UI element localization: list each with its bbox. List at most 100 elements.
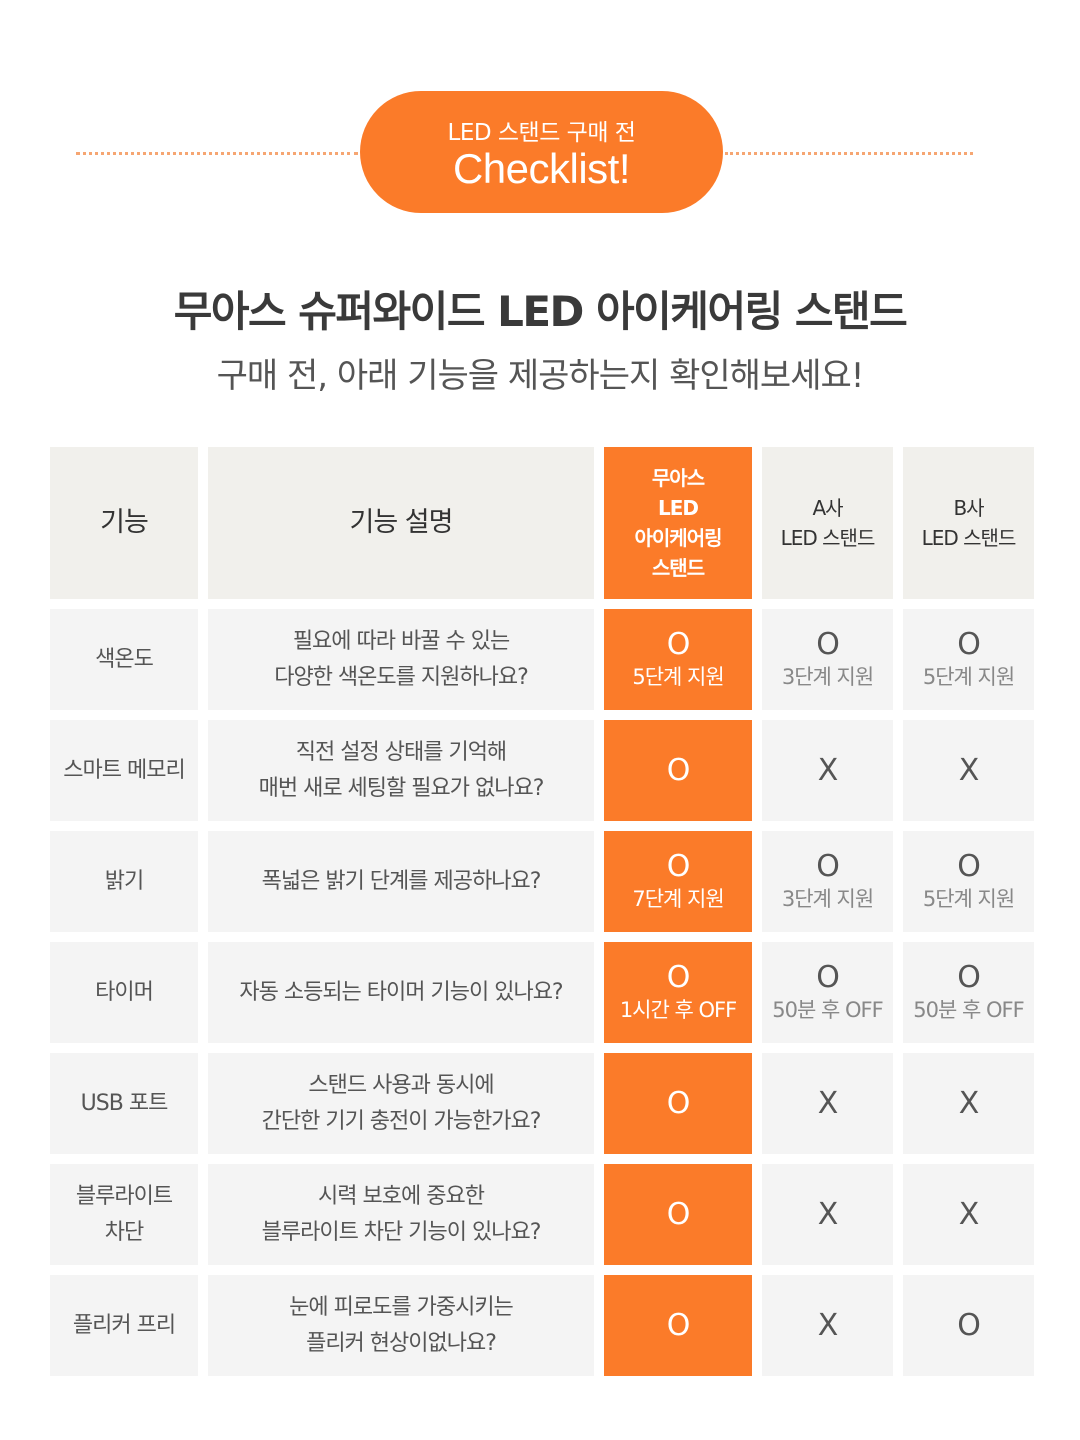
header-muas: 무아스 LED 아이케어링 스탠드: [604, 447, 752, 599]
brand-a-cell: O 3단계 지원: [762, 609, 893, 710]
description-line: 플리커 현상이없나요?: [306, 1330, 497, 1356]
feature-label: 블루라이트: [75, 1183, 173, 1209]
muas-cell: O: [604, 1164, 752, 1265]
description-line: 시력 보호에 중요한: [318, 1183, 485, 1209]
support-mark: O: [957, 626, 981, 662]
header-brand-b: B사 LED 스탠드: [903, 447, 1034, 599]
muas-cell: O 1시간 후 OFF: [604, 942, 752, 1043]
muas-cell: O 5단계 지원: [604, 609, 752, 710]
support-note: 7단계 지원: [632, 886, 724, 911]
description-line: 직전 설정 상태를 기억해: [295, 739, 507, 765]
description-line: 눈에 피로도를 가중시키는: [289, 1294, 514, 1320]
feature-label: 플리커 프리: [72, 1312, 176, 1338]
header-description-label: 기능 설명: [349, 507, 454, 538]
feature-cell: 스마트 메모리: [50, 720, 198, 821]
feature-label: 타이머: [95, 979, 154, 1005]
support-mark: X: [817, 1307, 839, 1343]
dotted-divider-left: [76, 152, 358, 155]
header-brand-a-line: LED 스탠드: [780, 526, 876, 550]
page-subtitle: 구매 전, 아래 기능을 제공하는지 확인해보세요!: [216, 356, 865, 396]
header-brand-b-line: B사: [953, 496, 984, 520]
feature-label: 색온도: [95, 646, 154, 672]
header-brand-b-line: LED 스탠드: [921, 526, 1017, 550]
support-note: 5단계 지원: [922, 664, 1015, 689]
brand-b-cell: X: [903, 1053, 1034, 1154]
feature-cell: 타이머: [50, 942, 198, 1043]
badge-subtitle: LED 스탠드 구매 전: [447, 120, 636, 146]
feature-cell: USB 포트: [50, 1053, 198, 1154]
muas-cell: O: [604, 1053, 752, 1154]
description-line: 다양한 색온도를 지원하나요?: [274, 664, 529, 690]
header-brand-a-line: A사: [812, 496, 843, 520]
feature-cell: 색온도: [50, 609, 198, 710]
support-note: 3단계 지원: [781, 886, 874, 911]
muas-cell: O: [604, 720, 752, 821]
page-title: 무아스 슈퍼와이드 LED 아이케어링 스탠드: [173, 287, 908, 336]
description-line: 매번 새로 세팅할 필요가 없나요?: [258, 775, 545, 801]
support-note: 50분 후 OFF: [913, 997, 1024, 1022]
header-muas-line: 스탠드: [651, 556, 705, 580]
description-line: 자동 소등되는 타이머 기능이 있나요?: [239, 979, 563, 1005]
support-mark: O: [957, 1307, 981, 1343]
brand-b-cell: O 5단계 지원: [903, 609, 1034, 710]
support-mark: X: [817, 1085, 839, 1121]
description-line: 스탠드 사용과 동시에: [308, 1072, 494, 1098]
header-muas-line: 아이케어링: [634, 526, 723, 550]
support-mark: O: [957, 959, 981, 995]
support-note: 5단계 지원: [632, 664, 724, 689]
support-mark: O: [816, 959, 840, 995]
brand-b-cell: O 5단계 지원: [903, 831, 1034, 932]
comparison-table: 기능 기능 설명 무아스 LED 아이케어링 스탠드 A사 LED 스탠드 B사…: [50, 447, 1034, 1376]
header-muas-line: LED: [657, 496, 699, 520]
support-mark: O: [816, 848, 840, 884]
support-mark: O: [666, 848, 691, 884]
support-mark: O: [666, 1196, 691, 1232]
description-line: 블루라이트 차단 기능이 있나요?: [261, 1219, 542, 1245]
header-description: 기능 설명: [208, 447, 594, 599]
checklist-badge: LED 스탠드 구매 전 Checklist!: [360, 91, 723, 213]
support-mark: X: [958, 752, 980, 788]
support-mark: X: [958, 1196, 980, 1232]
dotted-divider-right: [725, 152, 973, 155]
support-note: 5단계 지원: [922, 886, 1015, 911]
header-brand-a: A사 LED 스탠드: [762, 447, 893, 599]
description-line: 폭넓은 밝기 단계를 제공하나요?: [261, 868, 542, 894]
support-mark: O: [666, 626, 691, 662]
support-mark: X: [817, 1196, 839, 1232]
description-line: 간단한 기기 충전이 가능한가요?: [261, 1108, 542, 1134]
support-note: 50분 후 OFF: [772, 997, 883, 1022]
header-muas-line: 무아스: [651, 466, 705, 490]
support-note: 3단계 지원: [781, 664, 874, 689]
support-note: 1시간 후 OFF: [619, 997, 737, 1022]
header-feature: 기능: [50, 447, 198, 599]
feature-cell: 밝기: [50, 831, 198, 932]
description-cell: 폭넓은 밝기 단계를 제공하나요?: [208, 831, 594, 932]
header-feature-label: 기능: [100, 507, 149, 538]
brand-b-cell: X: [903, 1164, 1034, 1265]
brand-a-cell: X: [762, 1275, 893, 1376]
feature-cell: 플리커 프리: [50, 1275, 198, 1376]
feature-label: 밝기: [104, 868, 144, 894]
support-mark: O: [666, 1085, 691, 1121]
muas-cell: O: [604, 1275, 752, 1376]
description-line: 필요에 따라 바꿀 수 있는: [292, 628, 510, 654]
brand-b-cell: O: [903, 1275, 1034, 1376]
brand-a-cell: X: [762, 720, 893, 821]
support-mark: O: [816, 626, 840, 662]
brand-a-cell: X: [762, 1164, 893, 1265]
description-cell: 자동 소등되는 타이머 기능이 있나요?: [208, 942, 594, 1043]
feature-label: 차단: [104, 1219, 144, 1245]
muas-cell: O 7단계 지원: [604, 831, 752, 932]
support-mark: O: [957, 848, 981, 884]
brand-a-cell: O 50분 후 OFF: [762, 942, 893, 1043]
brand-b-cell: O 50분 후 OFF: [903, 942, 1034, 1043]
feature-label: USB 포트: [80, 1090, 169, 1116]
brand-a-cell: O 3단계 지원: [762, 831, 893, 932]
feature-label: 스마트 메모리: [63, 757, 185, 783]
